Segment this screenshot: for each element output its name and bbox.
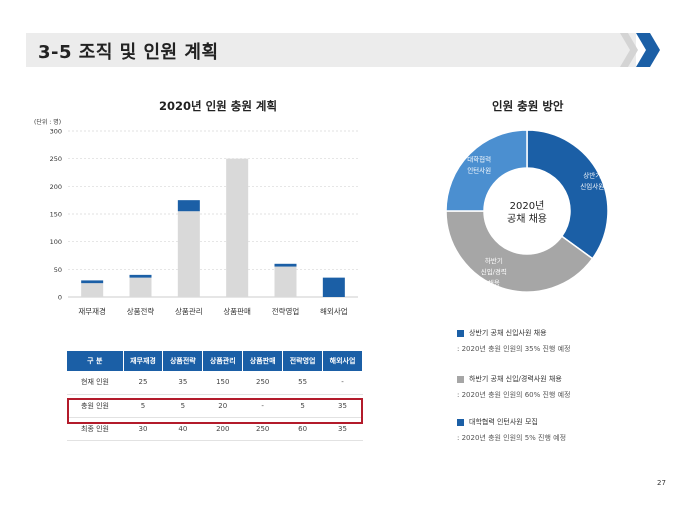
- bar-segment: [177, 211, 200, 297]
- slice-label-line: 신입/경력: [481, 267, 507, 276]
- table-cell: 25: [123, 371, 163, 395]
- bar-segment: [274, 266, 297, 297]
- table-cell: 150: [202, 371, 243, 395]
- bar-chart-title: 2020년 인원 충원 계획: [159, 99, 278, 113]
- pie-chart-title: 인원 충원 방안: [492, 99, 564, 113]
- legend-desc: : 2020년 충원 인원의 60% 진행 예정: [457, 391, 571, 399]
- table-header-cell: 상품판매: [242, 351, 284, 371]
- legend-item: 대학협력 인턴사원 모집 : 2020년 충원 인원의 5% 진행 예정: [457, 417, 566, 443]
- donut-center-line1: 2020년: [510, 200, 545, 212]
- bar-segment: [177, 200, 200, 212]
- bar-segment: [226, 158, 249, 297]
- table-header-cell: 상품관리: [202, 351, 244, 371]
- table-cell: 35: [162, 371, 203, 395]
- y-tick-label: 100: [50, 238, 62, 246]
- x-tick-label: 해외사업: [320, 306, 348, 316]
- slice-label-line: 하반기: [485, 256, 503, 265]
- slice-label-line: 상반기: [583, 170, 601, 179]
- legend-desc: : 2020년 충원 인원의 35% 진행 예정: [457, 345, 571, 353]
- legend-item: 상반기 공채 신입사원 채용 : 2020년 충원 인원의 35% 진행 예정: [457, 328, 570, 354]
- chevron-right-icon: [620, 33, 660, 67]
- bar-segment: [81, 283, 104, 297]
- highlight-box: [67, 398, 363, 424]
- y-tick-label: 50: [54, 266, 62, 274]
- legend-title: 상반기 공채 신입사원 채용: [469, 329, 547, 337]
- donut-slice: [445, 210, 594, 293]
- bar-segment: [129, 277, 152, 297]
- title-bar: [26, 33, 636, 67]
- table-header-cell: 재무재경: [123, 351, 164, 371]
- bar-segment: [274, 263, 297, 267]
- legend-swatch: [457, 375, 464, 383]
- table-cell: -: [322, 371, 363, 395]
- donut-slice: [445, 129, 528, 212]
- y-tick-label: 150: [50, 211, 62, 219]
- y-tick-label: 300: [50, 128, 62, 136]
- legend-desc: : 2020년 충원 인원의 5% 진행 예정: [457, 434, 567, 442]
- page-title: 3-5 조직 및 인원 계획: [38, 42, 219, 63]
- x-tick-label: 전략영업: [272, 306, 300, 316]
- page-number: 27: [657, 479, 666, 487]
- y-tick-label: 0: [58, 294, 62, 302]
- table-header-cell: 해외사업: [322, 351, 363, 371]
- legend-title: 대학협력 인턴사원 모집: [469, 418, 538, 426]
- table-cell: 55: [282, 371, 323, 395]
- table-header-cell: 구 분: [67, 351, 124, 371]
- table-row-label: 현재 인원: [67, 371, 123, 395]
- legend-swatch: [457, 418, 464, 426]
- unit-label: (단위 : 명): [34, 119, 62, 126]
- x-tick-label: 재무재경: [78, 306, 106, 316]
- y-tick-label: 200: [50, 183, 62, 191]
- slice-label-line: 채용: [488, 279, 500, 287]
- bar-segment: [81, 280, 104, 284]
- donut-slice: [526, 129, 609, 260]
- bar-segment: [322, 277, 345, 297]
- legend-swatch: [457, 329, 464, 337]
- slice-label-line: 인턴사원: [467, 166, 491, 175]
- table-cell: 250: [242, 371, 283, 395]
- y-tick-label: 250: [50, 155, 62, 163]
- table-row: 현재 인원 25 35 150 250 55 -: [67, 371, 363, 395]
- donut-center-line2: 공채 채용: [507, 213, 547, 225]
- table-header-cell: 상품전략: [162, 351, 204, 371]
- slice-label-line: 신입사원: [580, 181, 604, 190]
- slice-label-line: 대학협력: [467, 155, 491, 164]
- x-tick-label: 상품판매: [223, 306, 251, 316]
- x-tick-label: 상품관리: [175, 306, 203, 316]
- table-header-row: 구 분 재무재경 상품전략 상품관리 상품판매 전략영업 해외사업: [67, 351, 363, 371]
- x-tick-label: 상품전략: [127, 306, 155, 316]
- legend-item: 하반기 공채 신입/경력사원 채용 : 2020년 충원 인원의 60% 진행 …: [457, 374, 570, 400]
- table-header-cell: 전략영업: [282, 351, 324, 371]
- legend-title: 하반기 공채 신입/경력사원 채용: [469, 375, 562, 383]
- bar-segment: [129, 274, 152, 278]
- staff-table: 구 분 재무재경 상품전략 상품관리 상품판매 전략영업 해외사업 현재 인원 …: [67, 351, 363, 441]
